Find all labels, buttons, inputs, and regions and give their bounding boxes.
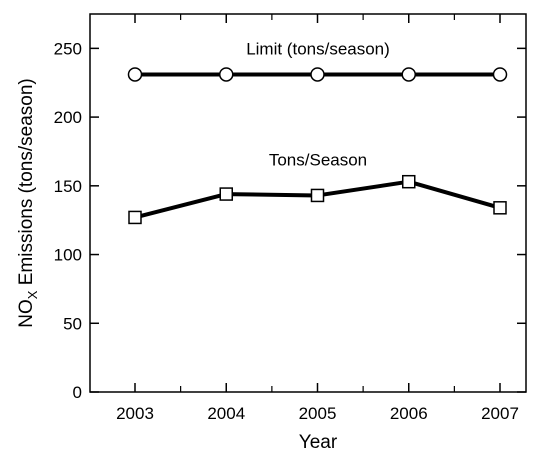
y-axis-title: NOX Emissions (tons/season) [16, 78, 40, 327]
y-tick-label: 150 [54, 177, 82, 196]
data-point-circle [310, 67, 325, 82]
y-tick-label: 50 [63, 314, 82, 333]
y-axis-title-main: NO [16, 299, 37, 328]
y-axis: 0 50 100 150 200 250 [54, 39, 526, 402]
x-axis: 2003 2004 2005 2006 2007 [116, 14, 519, 423]
x-tick-label: 2006 [390, 404, 428, 423]
data-point-square [493, 201, 507, 215]
y-axis-title-subscript: X [25, 290, 40, 299]
data-point-square [128, 210, 142, 225]
x-tick-label: 2007 [481, 404, 519, 423]
x-tick-label: 2004 [207, 404, 245, 423]
data-point-circle [219, 67, 234, 82]
data-point-square [402, 174, 416, 189]
data-point-circle [492, 67, 508, 82]
data-point-square [219, 187, 233, 201]
series-labels: Limit (tons/season) Tons/Season [246, 39, 390, 169]
y-tick-label: 100 [54, 246, 82, 265]
plot-frame [89, 13, 527, 393]
data-point-circle [401, 67, 416, 82]
series-label-tons-season: Tons/Season [269, 150, 367, 169]
series-layer [127, 67, 508, 225]
x-axis-title: Year [299, 432, 338, 453]
y-tick-label: 250 [54, 39, 82, 58]
y-axis-title-rest: Emissions (tons/season) [16, 78, 37, 290]
y-tick-label: 200 [54, 108, 82, 127]
x-tick-label: 2005 [299, 404, 337, 423]
y-tick-label: 0 [73, 383, 82, 402]
series-label-limit: Limit (tons/season) [246, 39, 390, 58]
x-tick-label: 2003 [116, 404, 154, 423]
data-point-square [310, 188, 325, 203]
data-point-circle [127, 67, 143, 82]
